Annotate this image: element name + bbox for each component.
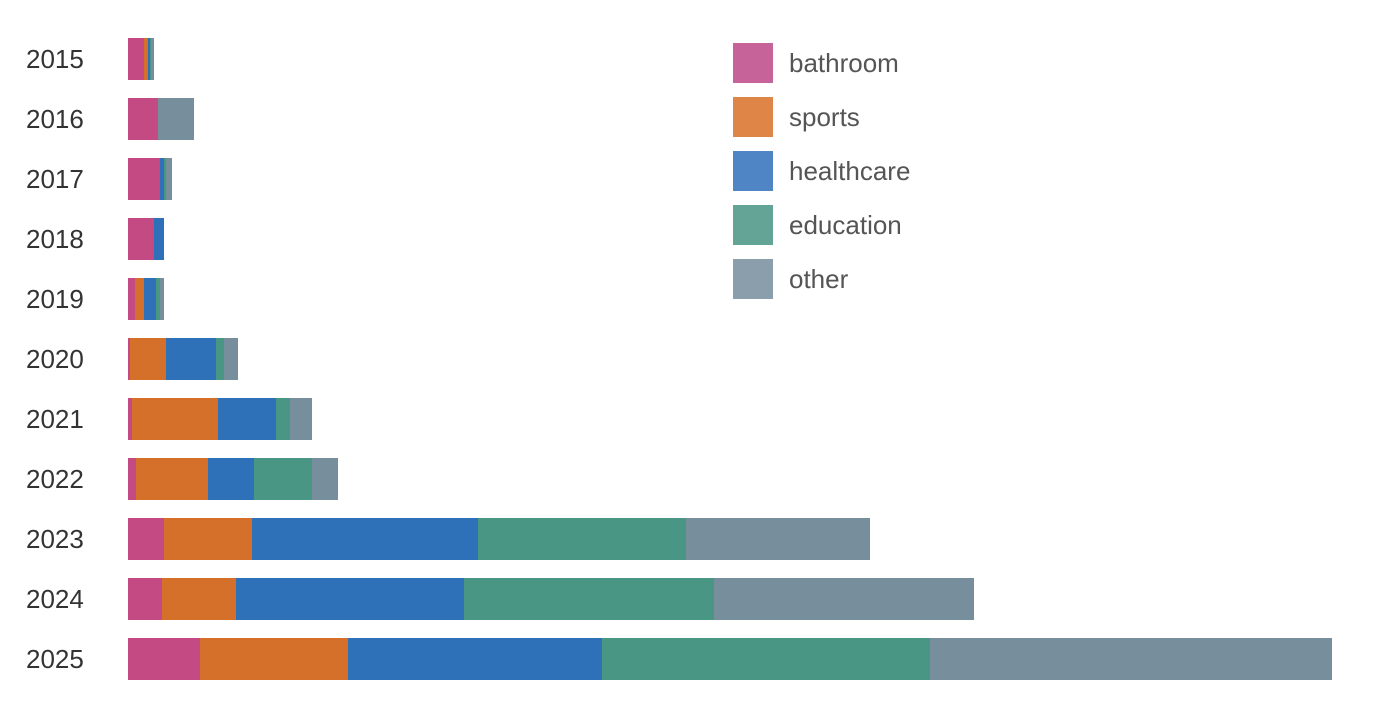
bar-2022-healthcare: [208, 458, 254, 500]
bar-2017-other: [166, 158, 172, 200]
legend-swatch-sports: [733, 97, 773, 137]
y-tick-label-2017: 2017: [26, 164, 84, 194]
legend-swatch-healthcare: [733, 151, 773, 191]
y-tick-label-2019: 2019: [26, 284, 84, 314]
bar-2020-healthcare: [166, 338, 216, 380]
bar-2023-other: [686, 518, 870, 560]
bar-2020-sports: [130, 338, 166, 380]
bar-2023-sports: [164, 518, 252, 560]
bar-2019-healthcare: [144, 278, 156, 320]
bar-2025-bathroom: [128, 638, 200, 680]
bar-2021-sports: [132, 398, 218, 440]
bar-2020-bathroom: [128, 338, 130, 380]
bar-2015-bathroom: [128, 38, 144, 80]
y-tick-label-2015: 2015: [26, 44, 84, 74]
bar-2015-sports: [144, 38, 148, 80]
y-tick-label-2020: 2020: [26, 344, 84, 374]
legend-label-education: education: [789, 210, 902, 240]
y-tick-label-2024: 2024: [26, 584, 84, 614]
bar-2025-education: [602, 638, 930, 680]
bar-2024-other: [714, 578, 974, 620]
bar-2021-education: [276, 398, 290, 440]
legend-swatch-other: [733, 259, 773, 299]
y-tick-label-2025: 2025: [26, 644, 84, 674]
bar-2025-other: [930, 638, 1332, 680]
bar-2024-sports: [162, 578, 236, 620]
bar-2023-healthcare: [252, 518, 478, 560]
bar-2017-education: [164, 158, 166, 200]
bar-2024-education: [464, 578, 714, 620]
bar-2017-healthcare: [160, 158, 164, 200]
y-tick-label-2016: 2016: [26, 104, 84, 134]
legend-label-sports: sports: [789, 102, 860, 132]
bar-2020-other: [224, 338, 238, 380]
bar-2025-sports: [200, 638, 348, 680]
bar-2017-bathroom: [128, 158, 160, 200]
legend-label-healthcare: healthcare: [789, 156, 910, 186]
bar-2022-other: [312, 458, 338, 500]
bar-2015-education: [150, 38, 151, 80]
bar-2015-healthcare: [148, 38, 150, 80]
bar-2019-sports: [135, 278, 144, 320]
bar-2021-healthcare: [218, 398, 276, 440]
y-tick-label-2018: 2018: [26, 224, 84, 254]
bar-2020-education: [216, 338, 224, 380]
legend-label-bathroom: bathroom: [789, 48, 899, 78]
bar-2023-education: [478, 518, 686, 560]
bar-2021-bathroom: [128, 398, 132, 440]
legend-swatch-bathroom: [733, 43, 773, 83]
y-axis-labels: 2015 2016 2017 2018 2019 2020 2021 2022 2023 2024…: [26, 44, 84, 674]
bar-2019-bathroom: [128, 278, 135, 320]
bar-2022-bathroom: [128, 458, 136, 500]
bar-2018-bathroom: [128, 218, 154, 260]
legend-swatch-education: [733, 205, 773, 245]
bars-group: [128, 38, 1332, 680]
bar-2019-other: [160, 278, 164, 320]
bar-2022-sports: [136, 458, 208, 500]
legend: bathroom sports healthcare education other: [733, 43, 910, 299]
legend-label-other: other: [789, 264, 849, 294]
bar-2024-bathroom: [128, 578, 162, 620]
bar-2025-healthcare: [348, 638, 602, 680]
bar-2023-bathroom: [128, 518, 164, 560]
bar-2018-healthcare: [154, 218, 164, 260]
y-tick-label-2023: 2023: [26, 524, 84, 554]
y-tick-label-2022: 2022: [26, 464, 84, 494]
bar-2022-education: [254, 458, 312, 500]
bar-2021-other: [290, 398, 312, 440]
bar-2016-bathroom: [128, 98, 158, 140]
bar-2019-education: [156, 278, 160, 320]
bar-2015-other: [151, 38, 154, 80]
bar-2024-healthcare: [236, 578, 464, 620]
bar-2016-other: [158, 98, 194, 140]
y-tick-label-2021: 2021: [26, 404, 84, 434]
